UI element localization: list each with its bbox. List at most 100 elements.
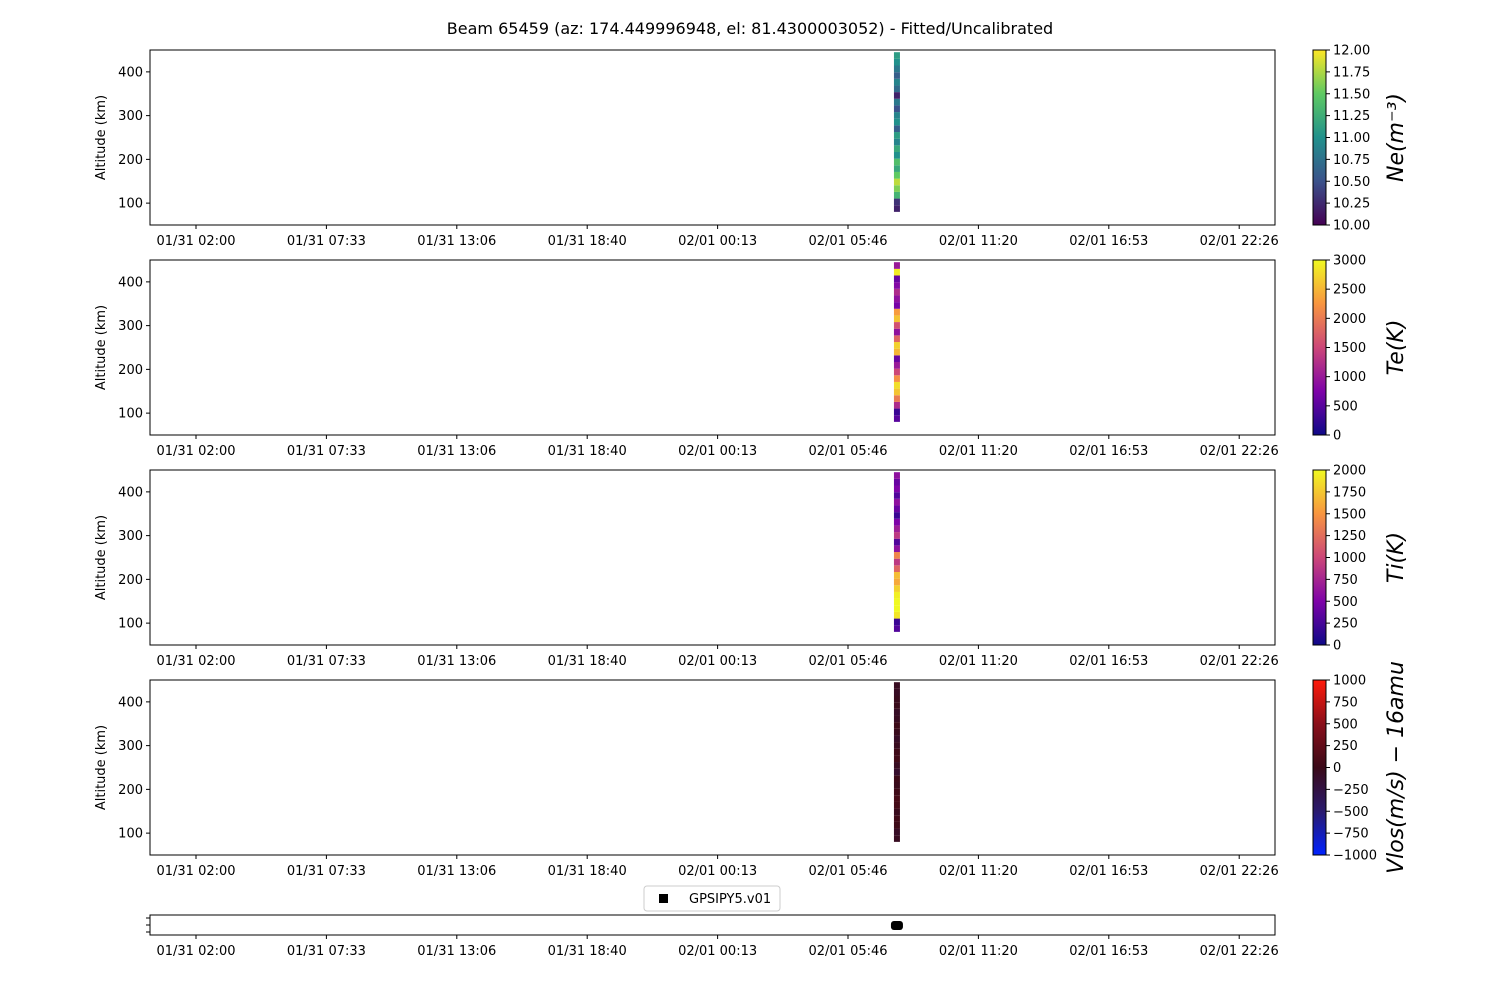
- data-cell: [893, 722, 900, 729]
- x-tick-label: 01/31 02:00: [156, 234, 235, 249]
- colorbar: [1312, 679, 1327, 856]
- data-cell: [893, 198, 900, 206]
- data-cell: [893, 558, 900, 566]
- data-cell: [893, 472, 900, 479]
- x-tick-label: 02/01 05:46: [808, 944, 887, 959]
- data-cell: [893, 132, 900, 139]
- data-cell: [893, 171, 900, 179]
- colorbar-tick-label: 0: [1333, 639, 1341, 654]
- colorbar-tick-label: 750: [1333, 573, 1358, 588]
- colorbar-tick-label: 10.75: [1333, 153, 1370, 168]
- colorbar-tick-label: 3000: [1333, 254, 1366, 269]
- data-cell: [893, 518, 900, 526]
- data-cell: [893, 98, 900, 106]
- colorbar-tick-label: 2000: [1333, 312, 1366, 327]
- data-cell: [893, 65, 900, 73]
- data-cell: [893, 268, 900, 276]
- x-tick-label: 02/01 22:26: [1200, 234, 1279, 249]
- x-tick-label: 02/01 00:13: [678, 444, 757, 459]
- data-cell: [893, 585, 900, 592]
- data-cell: [893, 708, 900, 716]
- legend-box: [643, 885, 781, 912]
- data-cell: [893, 72, 900, 79]
- colorbar-tick-label: 2500: [1333, 283, 1366, 298]
- colorbar-tick-label: 1000: [1333, 674, 1366, 689]
- x-tick-label: 01/31 13:06: [417, 864, 496, 879]
- x-tick-label: 02/01 00:13: [678, 944, 757, 959]
- data-cell: [893, 335, 900, 343]
- colorbar-tick-label: −250: [1333, 783, 1369, 798]
- colorbar-tick-label: 1000: [1333, 370, 1366, 385]
- plot-frame: [149, 469, 1276, 646]
- colorbar-tick-label: 500: [1333, 399, 1358, 414]
- colorbar-label: Vlos(m/s) − 16amu: [1384, 661, 1409, 874]
- data-cell: [893, 295, 900, 303]
- y-tick-label: 100: [118, 617, 143, 632]
- colorbar-tick-label: 1500: [1333, 507, 1366, 522]
- data-cell: [893, 52, 900, 59]
- x-tick-label: 02/01 11:20: [939, 444, 1018, 459]
- colorbar-tick-label: 2000: [1333, 464, 1366, 479]
- colorbar-tick-label: 0: [1333, 761, 1341, 776]
- y-tick-label: 400: [118, 695, 143, 710]
- x-tick-label: 02/01 11:20: [939, 654, 1018, 669]
- data-cell: [893, 801, 900, 809]
- data-cell: [893, 605, 900, 612]
- x-tick-label: 02/01 00:13: [678, 864, 757, 879]
- data-cell: [893, 598, 900, 606]
- colorbar-label: Te(K): [1384, 320, 1409, 376]
- y-tick-label: 400: [118, 485, 143, 500]
- data-cell: [893, 112, 900, 119]
- data-cell: [893, 58, 900, 66]
- data-cell: [893, 342, 900, 349]
- data-cell: [893, 748, 900, 756]
- x-tick-label: 02/01 22:26: [1200, 444, 1279, 459]
- data-cell: [893, 821, 900, 829]
- colorbar-tick-label: 250: [1333, 739, 1358, 754]
- plot-frame: [149, 259, 1276, 436]
- x-tick-label: 02/01 11:20: [939, 944, 1018, 959]
- data-cell: [893, 512, 900, 519]
- data-cell: [893, 401, 900, 409]
- x-tick-label: 02/01 05:46: [808, 444, 887, 459]
- colorbar-tick-label: −1000: [1333, 849, 1377, 864]
- colorbar-tick-label: 0: [1333, 429, 1341, 444]
- data-cell: [893, 618, 900, 626]
- x-tick-label: 01/31 07:33: [287, 444, 366, 459]
- data-cell: [893, 328, 900, 336]
- data-cell: [893, 308, 900, 316]
- x-tick-label: 01/31 18:40: [548, 944, 627, 959]
- data-cell: [893, 565, 900, 572]
- data-cell: [893, 381, 900, 389]
- colorbar-tick-label: 750: [1333, 695, 1358, 710]
- legend: GPSIPY5.v01: [643, 885, 781, 912]
- data-cell: [893, 775, 900, 782]
- data-cell: [893, 322, 900, 329]
- data-cell: [893, 735, 900, 743]
- x-tick-label: 01/31 02:00: [156, 654, 235, 669]
- data-cell: [893, 388, 900, 396]
- data-cell: [893, 178, 900, 186]
- data-cell: [893, 795, 900, 802]
- data-cell: [893, 375, 900, 382]
- data-cell: [893, 768, 900, 776]
- data-cell: [893, 302, 900, 309]
- y-tick-label: 200: [118, 153, 143, 168]
- data-cell: [893, 478, 900, 486]
- data-cell: [893, 498, 900, 506]
- x-tick-label: 01/31 18:40: [548, 234, 627, 249]
- data-cell: [893, 625, 900, 632]
- data-cell: [893, 125, 900, 133]
- data-cell: [893, 538, 900, 546]
- colorbar-tick-label: 10.50: [1333, 175, 1370, 190]
- data-cell: [893, 105, 900, 113]
- colorbar: [1312, 49, 1327, 226]
- x-tick-label: 01/31 13:06: [417, 444, 496, 459]
- data-cell: [893, 191, 900, 199]
- colorbar-tick-label: −750: [1333, 827, 1369, 842]
- colorbar-tick-label: −500: [1333, 805, 1369, 820]
- legend-marker: [659, 894, 668, 903]
- data-cell: [893, 408, 900, 416]
- data-cell: [893, 151, 900, 159]
